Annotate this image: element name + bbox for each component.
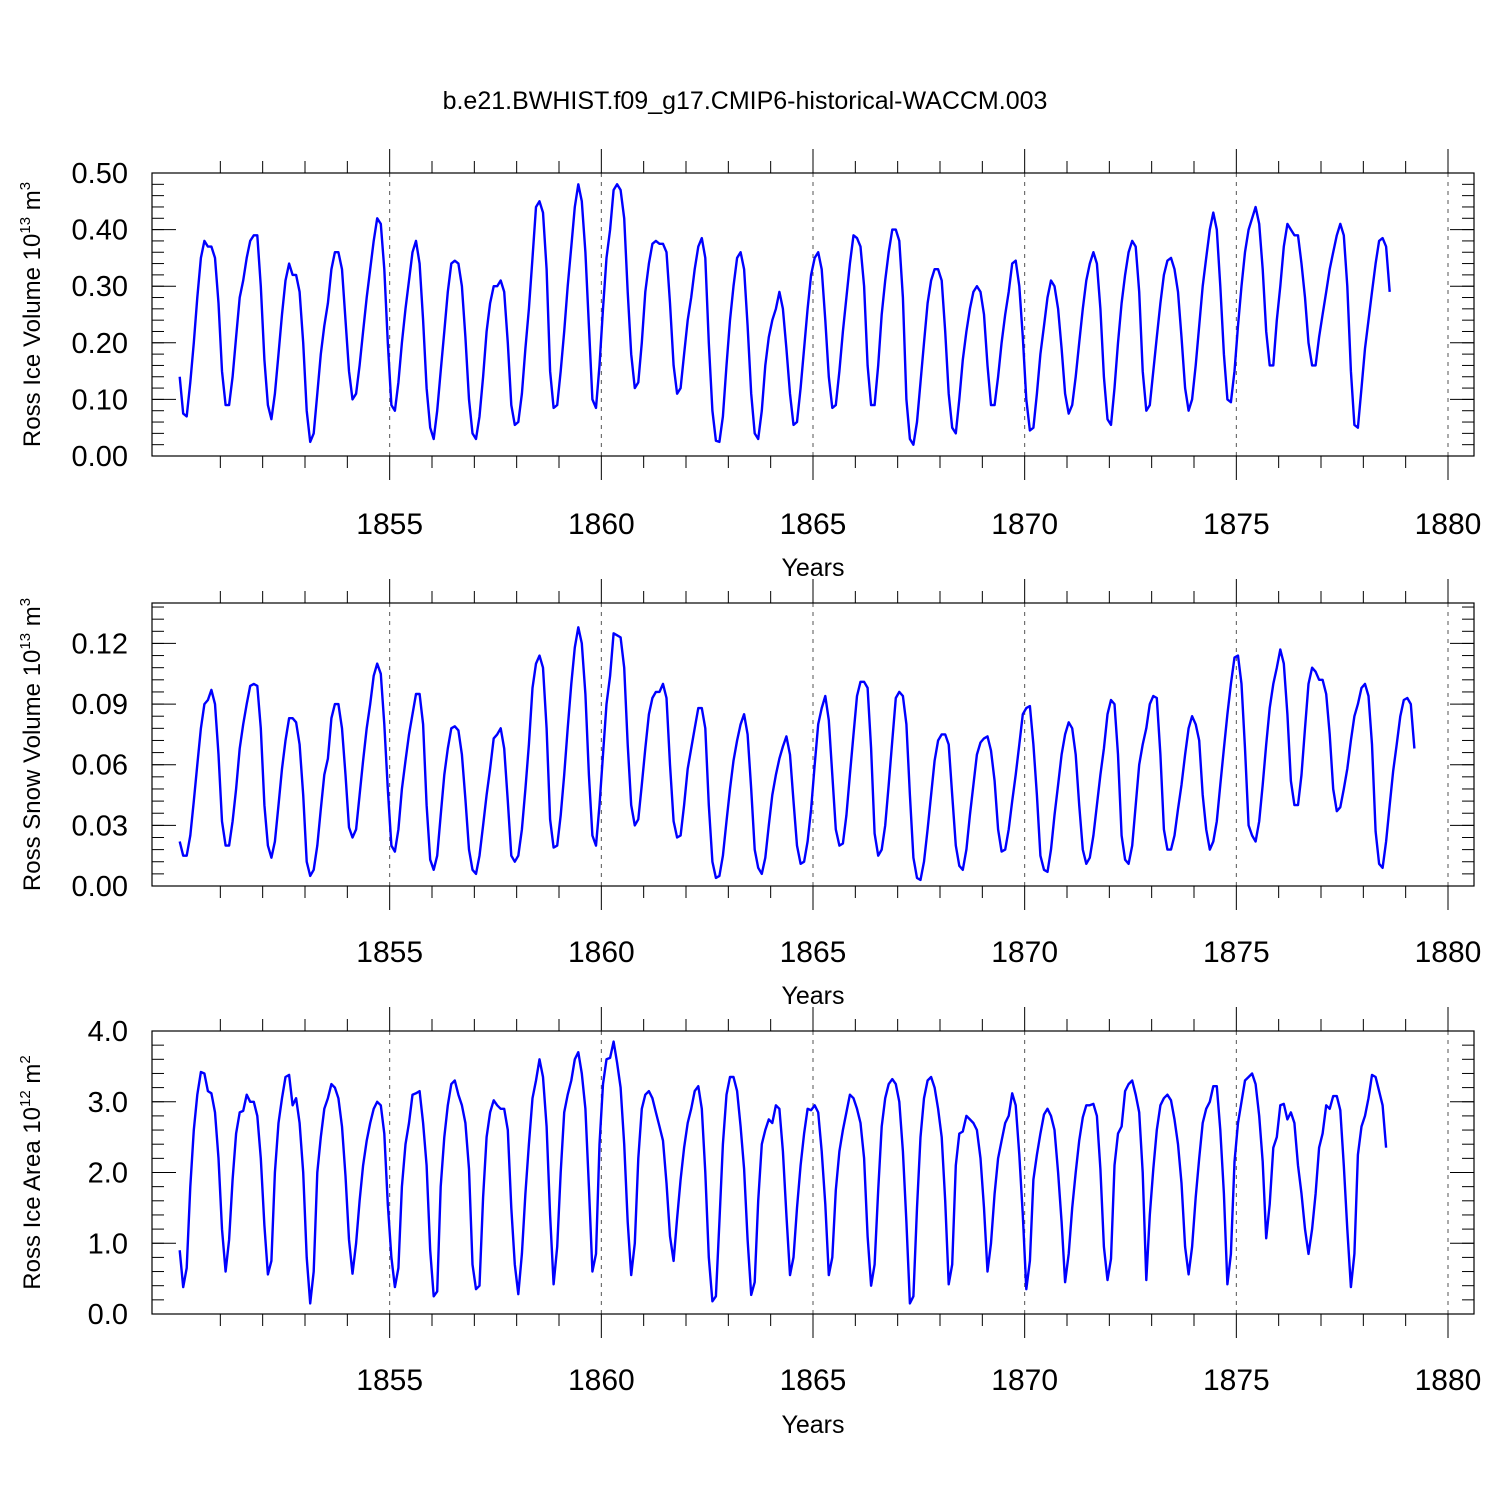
y-tick-label: 1.0 bbox=[88, 1228, 128, 1260]
y-tick-label: 0.30 bbox=[72, 271, 128, 303]
x-tick-label: 1860 bbox=[568, 508, 635, 541]
panel-ross-ice-volume: 1855 1860 1865 1870 1875 1880 0.00 0.10 0.20 0.30… bbox=[17, 149, 1481, 582]
x-tick-label: 1870 bbox=[991, 508, 1058, 541]
x-axis-title: Years bbox=[781, 982, 844, 1010]
y-tick-label: 0.40 bbox=[72, 215, 128, 247]
y-tick-label: 0.10 bbox=[72, 384, 128, 416]
y-tick-label: 0.0 bbox=[88, 1299, 128, 1331]
x-tick-label: 1860 bbox=[568, 936, 635, 969]
plot-frame bbox=[151, 602, 1475, 887]
x-tick-label: 1855 bbox=[356, 1364, 423, 1397]
series-line bbox=[178, 183, 1391, 446]
y-axis-title: Ross Ice Volume 1013 m3 bbox=[17, 182, 46, 447]
x-tick-label: 1875 bbox=[1203, 1364, 1270, 1397]
x-tick-label: 1865 bbox=[780, 1364, 847, 1397]
x-tick-label: 1865 bbox=[780, 508, 847, 541]
panel-ross-snow-volume: 1855 1860 1865 1870 1875 1880 0.00 0.03 0.06 0.09… bbox=[17, 579, 1481, 1010]
x-tick-label: 1865 bbox=[780, 936, 847, 969]
y-tick-label: 3.0 bbox=[88, 1087, 128, 1119]
x-axis-title: Years bbox=[781, 554, 844, 582]
y-axis-title: Ross Ice Area 1012 m2 bbox=[17, 1055, 46, 1289]
x-tick-label: 1870 bbox=[991, 936, 1058, 969]
x-tick-label: 1875 bbox=[1203, 508, 1270, 541]
y-tick-label: 0.12 bbox=[72, 628, 128, 660]
x-tick-label: 1855 bbox=[356, 936, 423, 969]
x-tick-label: 1860 bbox=[568, 1364, 635, 1397]
x-tick-label: 1855 bbox=[356, 508, 423, 541]
x-tick-label: 1870 bbox=[991, 1364, 1058, 1397]
y-tick-label: 4.0 bbox=[88, 1016, 128, 1048]
y-tick-label: 0.00 bbox=[72, 871, 128, 903]
y-tick-label: 0.00 bbox=[72, 441, 128, 473]
panel-ross-ice-area: 1855 1860 1865 1870 1875 1880 0.0 1.0 2.0 3.0 4.0 Y… bbox=[17, 1007, 1481, 1439]
plot-frame bbox=[151, 1030, 1475, 1315]
plot-frame bbox=[151, 172, 1475, 457]
x-tick-label: 1880 bbox=[1415, 508, 1482, 541]
y-tick-label: 0.03 bbox=[72, 810, 128, 842]
y-tick-label: 2.0 bbox=[88, 1158, 128, 1190]
y-tick-label: 0.50 bbox=[72, 158, 128, 190]
y-tick-label: 0.20 bbox=[72, 328, 128, 360]
x-tick-label: 1880 bbox=[1415, 936, 1482, 969]
x-axis-title: Years bbox=[781, 1411, 844, 1439]
y-tick-label: 0.06 bbox=[72, 750, 128, 782]
series-line bbox=[178, 1040, 1388, 1305]
chart-title: b.e21.BWHIST.f09_g17.CMIP6-historical-WA… bbox=[443, 87, 1048, 115]
x-tick-label: 1875 bbox=[1203, 936, 1270, 969]
y-tick-label: 0.09 bbox=[72, 689, 128, 721]
y-axis-title: Ross Snow Volume 1013 m3 bbox=[17, 598, 46, 891]
series-line bbox=[178, 626, 1416, 882]
x-tick-label: 1880 bbox=[1415, 1364, 1482, 1397]
